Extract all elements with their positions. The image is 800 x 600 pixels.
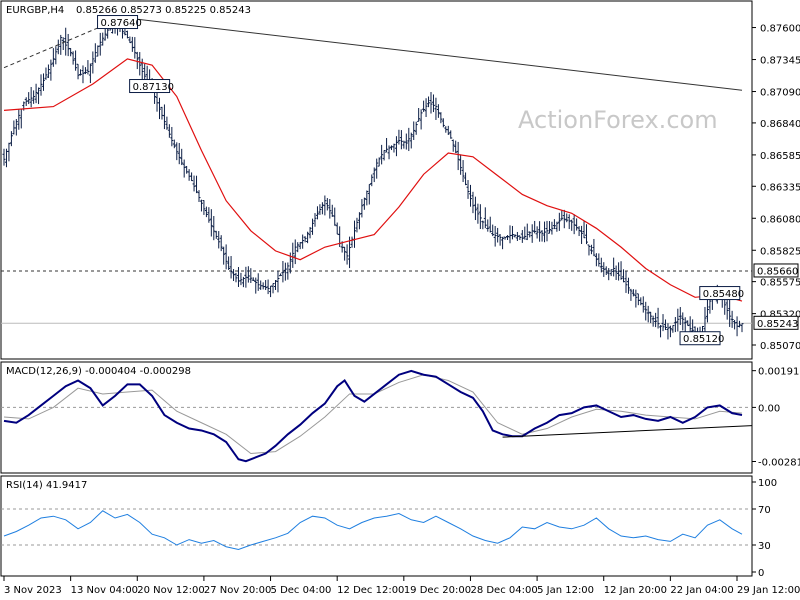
x-tick-label-0: 3 Nov 2023 bbox=[4, 585, 62, 596]
annotation-label-0: 0.87640 bbox=[101, 18, 142, 29]
macd-tick-label-1: 0.00 bbox=[758, 403, 780, 414]
price-tick-label-7: 0.85825 bbox=[760, 246, 800, 257]
macd-series-1 bbox=[3, 369, 743, 463]
x-tick-label-6: 19 Dec 20:00 bbox=[404, 585, 471, 596]
rsi-pane bbox=[0, 475, 753, 577]
x-axis: 3 Nov 2023 13 Nov 04:00 20 Nov 12:00 27 Nov… bbox=[3, 576, 800, 596]
rsi-tick-label-2: 30 bbox=[758, 541, 771, 552]
annotation-0: 0.87640 bbox=[97, 15, 142, 30]
price-tick-label-1: 0.87345 bbox=[760, 56, 800, 67]
annotation-box-1 bbox=[129, 79, 171, 94]
macd-plot bbox=[1, 369, 753, 463]
price-tick-label-4: 0.86585 bbox=[760, 151, 800, 162]
annotation-box-3 bbox=[679, 331, 721, 346]
price-tick-label-8: 0.85575 bbox=[760, 278, 800, 289]
ohlc-label: 0.85266 0.85273 0.85225 0.85243 bbox=[76, 5, 251, 16]
x-tick-label-10: 22 Jan 04:00 bbox=[670, 585, 733, 596]
macd-title: MACD(12,26,9) -0.000404 -0.000298 bbox=[6, 366, 191, 377]
macd-tick-label-2: -0.002816 bbox=[758, 458, 800, 469]
price-tick-label-5: 0.86335 bbox=[760, 182, 800, 193]
annotation-box-0 bbox=[97, 15, 139, 30]
macd-pane bbox=[0, 361, 753, 474]
x-tick-label-2: 20 Nov 12:00 bbox=[137, 585, 204, 596]
annotation-label-3: 0.85120 bbox=[683, 334, 724, 345]
watermark: ActionForex.com bbox=[518, 106, 718, 134]
price-pane bbox=[0, 0, 753, 360]
x-tick-label-11: 29 Jan 12:00 bbox=[737, 585, 800, 596]
price-tick-label-3: 0.86840 bbox=[760, 119, 800, 130]
annotation-1: 0.87130 bbox=[129, 79, 174, 94]
price-trendline-1 bbox=[122, 17, 743, 91]
x-tick-label-9: 12 Jan 20:00 bbox=[604, 585, 667, 596]
symbol-label: EURGBP,H4 bbox=[6, 5, 64, 16]
x-tick-label-5: 12 Dec 12:00 bbox=[337, 585, 404, 596]
price-tick-label-10: 0.85070 bbox=[760, 341, 800, 352]
macd-tick-label-0: 0.001911 bbox=[758, 367, 800, 378]
macd-y-axis: 0.001911 0.00 -0.002816 bbox=[752, 367, 800, 469]
price-label-1: 0.85243 bbox=[757, 319, 798, 330]
annotation-box-2 bbox=[699, 286, 741, 301]
price-label-0: 0.85660 bbox=[757, 266, 798, 277]
annotation-label-1: 0.87130 bbox=[133, 82, 174, 93]
x-tick-label-7: 28 Dec 04:00 bbox=[470, 585, 537, 596]
price-tick-label-0: 0.87600 bbox=[760, 24, 800, 35]
x-tick-label-3: 27 Nov 20:00 bbox=[204, 585, 271, 596]
x-tick-label-1: 13 Nov 04:00 bbox=[71, 585, 138, 596]
rsi-line bbox=[3, 510, 743, 551]
rsi-plot bbox=[1, 508, 752, 551]
price-plot: 0.87640 0.87130 0.85480 0.85120 bbox=[1, 15, 752, 346]
macd-trendline-0 bbox=[502, 425, 753, 438]
annotation-label-2: 0.85480 bbox=[703, 289, 744, 300]
price-label-box-0 bbox=[753, 263, 799, 278]
x-tick-label-8: 5 Jan 12:00 bbox=[537, 585, 594, 596]
rsi-tick-label-3: 0 bbox=[758, 568, 764, 579]
price-tick-label-9: 0.85320 bbox=[760, 310, 800, 321]
rsi-y-axis: 100 70 30 0 bbox=[752, 478, 777, 579]
rsi-tick-label-0: 100 bbox=[758, 478, 777, 489]
annotation-3: 0.85120 bbox=[679, 331, 724, 346]
price-y-axis: 0.87600 0.87345 0.87090 0.86840 0.86585 0.863… bbox=[752, 24, 800, 352]
x-tick-label-4: 5 Dec 04:00 bbox=[271, 585, 332, 596]
rsi-tick-label-1: 70 bbox=[758, 505, 771, 516]
price-tick-label-6: 0.86080 bbox=[760, 214, 800, 225]
rsi-title: RSI(14) 41.9417 bbox=[6, 480, 87, 491]
annotation-2: 0.85480 bbox=[699, 286, 744, 301]
price-label-box-1 bbox=[753, 315, 799, 330]
price-tick-label-2: 0.87090 bbox=[760, 88, 800, 99]
